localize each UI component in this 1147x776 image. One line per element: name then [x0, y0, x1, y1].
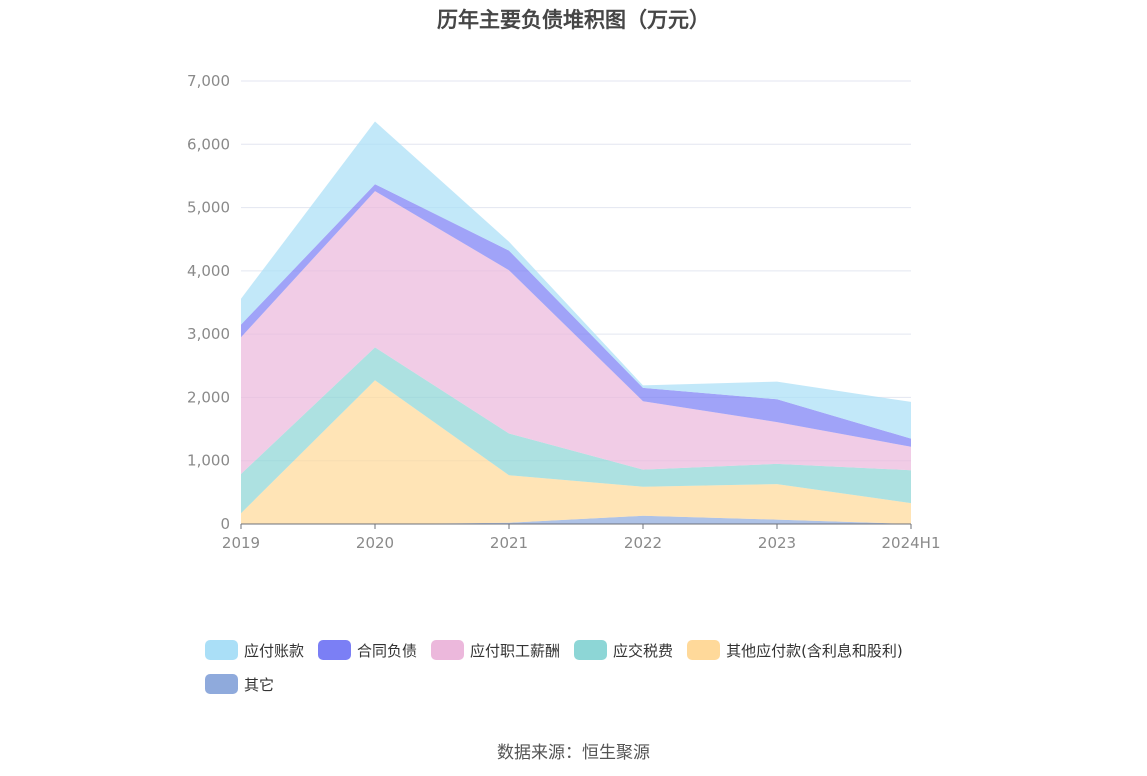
legend-swatch — [687, 640, 721, 660]
chart-title: 历年主要负债堆积图（万元） — [437, 8, 710, 32]
legend: 应付账款 合同负债 应付职工薪酬 应交税费 其他应付款(含利息和股利) 其它 — [205, 638, 965, 696]
y-tick-label: 5,000 — [187, 199, 230, 217]
area-其它 — [241, 515, 911, 524]
area-合同负债 — [241, 184, 911, 447]
y-tick-label: 4,000 — [187, 262, 230, 280]
legend-label: 应付账款 — [244, 641, 305, 660]
x-tick-label: 2024H1 — [882, 534, 941, 552]
legend-swatch — [205, 674, 238, 694]
legend-label: 其他应付款(含利息和股利) — [726, 641, 903, 660]
y-tick-label: 0 — [220, 515, 230, 533]
legend-swatch — [205, 640, 238, 660]
data-source: 数据来源：恒生聚源 — [497, 743, 650, 763]
axes: 0 1,000 2,000 3,000 4,000 5,000 6,000 7,000 2019… — [187, 72, 940, 552]
area-应交税费 — [241, 347, 911, 514]
legend-label: 其它 — [244, 675, 275, 694]
legend-item[interactable]: 应付职工薪酬 — [431, 638, 560, 662]
y-tick-label: 3,000 — [187, 325, 230, 343]
legend-label: 合同负债 — [357, 641, 418, 660]
legend-label: 应交税费 — [613, 641, 674, 660]
area-应付职工薪酬 — [241, 191, 911, 474]
y-tick-label: 6,000 — [187, 135, 230, 153]
y-tick-label: 2,000 — [187, 388, 230, 406]
x-tick-label: 2022 — [624, 534, 662, 552]
legend-item[interactable]: 应交税费 — [574, 638, 673, 662]
x-tick-label: 2021 — [490, 534, 528, 552]
legend-label: 应付职工薪酬 — [470, 641, 561, 660]
legend-item[interactable]: 其他应付款(含利息和股利) — [687, 638, 903, 662]
legend-item[interactable]: 合同负债 — [318, 638, 417, 662]
legend-item[interactable]: 应付账款 — [205, 638, 304, 662]
x-tick-label: 2019 — [222, 534, 260, 552]
stacked-area-chart: 0 1,000 2,000 3,000 4,000 5,000 6,000 7,000 2019… — [187, 72, 940, 552]
area-series — [241, 121, 911, 524]
area-其他应付款(含利息和股利) — [241, 380, 911, 524]
legend-item[interactable]: 其它 — [205, 672, 951, 696]
y-tick-label: 1,000 — [187, 452, 230, 470]
x-tick-label: 2023 — [758, 534, 796, 552]
x-tick-label: 2020 — [356, 534, 394, 552]
legend-swatch — [574, 640, 608, 660]
legend-swatch — [318, 640, 352, 660]
y-tick-label: 7,000 — [187, 72, 230, 90]
area-应付账款 — [241, 121, 911, 439]
legend-swatch — [431, 640, 465, 660]
